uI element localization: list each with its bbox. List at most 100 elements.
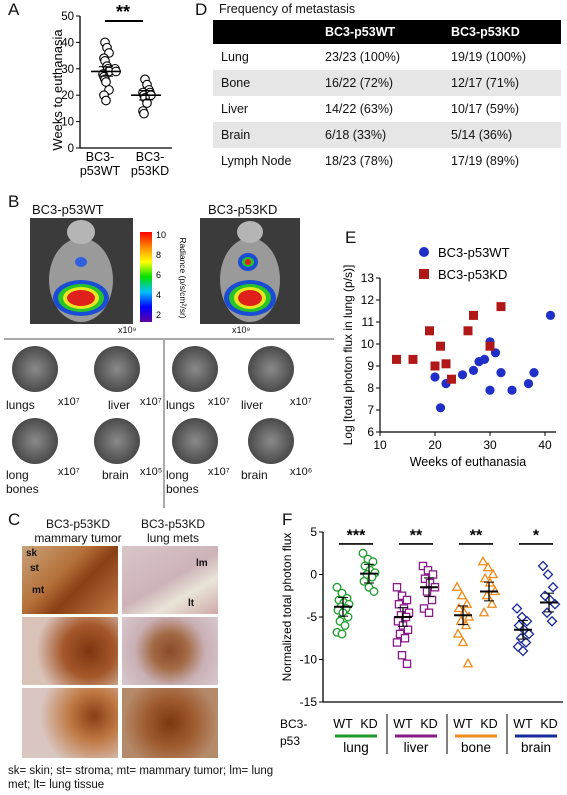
panel-f-significance: ** — [410, 528, 423, 545]
kd-mouse-graphic — [220, 221, 280, 322]
panel-f-point-lung — [337, 629, 347, 639]
panel-label-d: D — [195, 0, 208, 19]
ihc-tag-lt: lt — [188, 598, 195, 609]
panel-f-point-liver — [392, 638, 402, 647]
table-cell: Bone — [213, 70, 317, 96]
panel-f-group-label: KD — [360, 717, 377, 731]
panel-a-ylabel: Weeks to euthanasia — [50, 29, 65, 151]
panel-f-point-brain — [521, 615, 533, 627]
panel-label-a: A — [8, 0, 20, 19]
panel-c-col2-l1: BC3-p53KD — [140, 517, 206, 531]
panel-f-point-liver — [427, 595, 437, 605]
panel-e-point-kd — [436, 341, 445, 351]
wt-organ-label: long bones — [6, 468, 39, 496]
panel-e-point-kd — [441, 359, 451, 369]
panel-f-point-brain — [511, 603, 523, 614]
panel-f-ytick-label: -15 — [300, 695, 318, 709]
panel-f-ytick-label: -10 — [300, 653, 318, 667]
panel-e-ytick-label: 6 — [367, 425, 374, 439]
panel-f-significance: *** — [347, 528, 366, 545]
wt-organ-label: lungs — [6, 398, 35, 412]
table-header-cell: BC3-p53KD — [443, 20, 561, 44]
table-row: Liver 14/22 (63%) 10/17 (59%) — [213, 96, 561, 122]
panel-e-legend-label: BC3-p53KD — [438, 267, 507, 282]
table-cell: 6/18 (33%) — [317, 122, 443, 148]
panel-c-col1-header: BC3-p53KD mammary tumor — [33, 517, 123, 545]
ihc-tag-st: st — [30, 563, 39, 574]
panel-e-point-wt — [496, 368, 506, 378]
panel-e-point-kd — [408, 354, 418, 364]
ihc-tag-lm: lm — [196, 558, 208, 569]
panel-f-group-label: KD — [540, 717, 557, 731]
colorbar-labels: 10 8 6 4 2 Radiance (p/s/cm²/sr) — [156, 230, 188, 320]
panel-f-plot: 5 0 -5 -10 -15 Normalized total photon flux BC… — [280, 525, 563, 755]
wt-organ-scale: x10⁷ — [58, 396, 80, 408]
kd-organ-scale: x10⁶ — [290, 466, 313, 478]
panel-e-point-wt — [479, 354, 490, 364]
panel-b-label-wt: BC3-p53WT — [32, 202, 104, 217]
table-cell: Liver — [213, 96, 317, 122]
panel-e-point-kd — [463, 326, 473, 336]
panel-c-col1-l2: mammary tumor — [34, 531, 122, 545]
panel-b-label-kd: BC3-p53KD — [208, 202, 278, 217]
panel-b-separator — [4, 338, 334, 340]
panel-c-col2-l2: lung mets — [146, 531, 200, 545]
kd-organ-scale: x10⁷ — [208, 466, 230, 478]
panel-f-ylabel: Normalized total photon flux — [280, 533, 294, 682]
panel-e-legend-marker — [419, 269, 429, 279]
panel-f-organ-label: brain — [521, 740, 551, 755]
panel-a-group1-l1: BC3- — [86, 150, 114, 164]
radiance-colorbar — [140, 232, 152, 322]
table-cell: 12/17 (71%) — [443, 70, 561, 96]
kd-organ-scale: x10⁷ — [208, 396, 230, 408]
panel-f-point-bone — [452, 628, 464, 638]
panel-e-point-wt — [545, 310, 556, 320]
table-header-cell — [213, 20, 317, 44]
panel-f-point-bone — [457, 636, 469, 647]
panel-f-point-brain — [542, 569, 554, 580]
panel-f-point-liver — [402, 659, 412, 668]
colorbar-tick: 10 — [156, 230, 166, 240]
panel-label-e: E — [345, 228, 357, 247]
panel-f-point-brain — [523, 628, 535, 640]
wt-lungs-image — [12, 346, 58, 392]
panel-e-legend-marker — [419, 247, 429, 257]
panel-f-point-bone — [453, 602, 465, 613]
panel-e-xtick-label: 20 — [428, 438, 442, 452]
table-row: Brain 6/18 (33%) 5/14 (36%) — [213, 122, 561, 148]
panel-c-legend: sk= skin; st= stroma; mt= mammary tumor;… — [8, 765, 274, 791]
colorbar-tick: 6 — [156, 270, 161, 280]
panel-f-point-lung — [332, 582, 342, 592]
wt-organ-scale: x10⁵ — [140, 466, 163, 478]
wt-organ-scale: x10⁷ — [140, 396, 162, 408]
panel-a-plot: Weeks to euthanasia ** BC3- p53WT BC3- p… — [50, 2, 172, 178]
panel-f-organ-label: bone — [461, 740, 491, 755]
panel-f-point-brain — [547, 581, 559, 593]
panel-a-group2-l2: p53KD — [131, 164, 169, 178]
kd-mouse-image — [200, 218, 300, 324]
panel-f-point-bone — [461, 598, 473, 608]
panel-e-xtick-label: 30 — [483, 438, 497, 452]
panel-e-point-kd — [430, 361, 440, 371]
panel-f-point-liver — [424, 608, 434, 618]
panel-a-group2-l1: BC3- — [136, 150, 164, 164]
table-header-cell: BC3-p53WT — [317, 20, 443, 44]
panel-f-organ-label: liver — [404, 740, 429, 755]
panel-f-point-lung — [358, 548, 368, 558]
panel-f-point-bone — [477, 555, 489, 566]
wt-organ-scale: x10⁷ — [58, 466, 80, 478]
panel-e-point-wt — [435, 403, 446, 413]
panel-e-point-kd — [447, 374, 456, 384]
panel-f-significance: ** — [470, 528, 483, 545]
panel-e-point-wt — [529, 368, 539, 378]
panel-f-point-bone — [462, 657, 474, 668]
panel-e-ytick-label: 8 — [367, 381, 374, 395]
panel-f-point-brain — [517, 645, 529, 657]
panel-a-group1-l2: p53WT — [80, 164, 121, 178]
table-cell: 14/22 (63%) — [317, 96, 443, 122]
kd-bones-image — [172, 418, 218, 464]
table-cell: Brain — [213, 122, 317, 148]
panel-f-point-liver — [392, 583, 402, 592]
panel-f-row-label: BC3- — [280, 717, 307, 731]
kd-organ-label: brain — [241, 468, 268, 482]
